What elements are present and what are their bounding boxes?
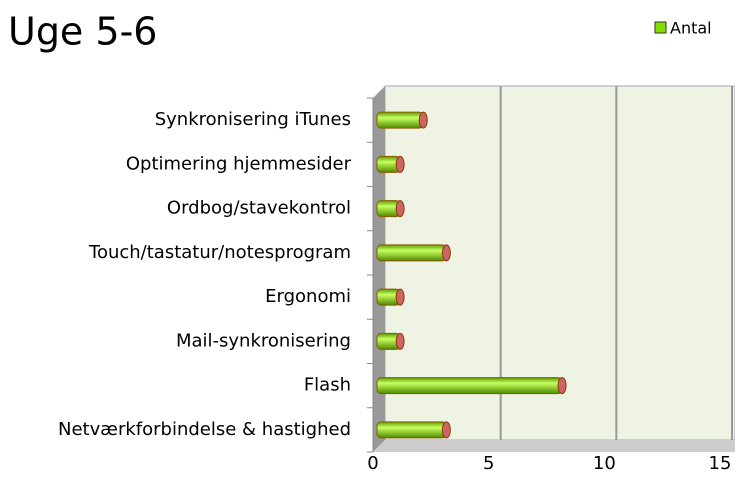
y-tick-label: Synkronisering iTunes [155,109,351,130]
bar-body [376,421,447,439]
bar-cap [557,377,567,395]
legend-swatch [654,21,667,34]
bar [376,200,405,218]
bar [376,421,451,439]
bar-cap [395,200,405,218]
y-tick-label: Optimering hjemmesider [126,153,352,174]
legend-label: Antal [670,19,712,38]
y-tick-label: Touch/tastatur/notesprogram [88,242,351,263]
x-tick-label: 5 [483,453,494,474]
y-tick-label: Mail-synkronisering [176,330,351,351]
y-tick-label: Netværkforbindelse & hastighed [58,419,351,440]
bar-cap [441,244,451,262]
floor [373,440,735,452]
bar [376,377,567,395]
x-tick-label: 0 [367,453,378,474]
bar-cap [395,332,405,350]
y-tick-label: Ordbog/stavekontrol [167,198,351,219]
bar-body [376,244,447,262]
bar [376,332,405,350]
bar-cap [441,421,451,439]
side-wall [373,86,385,452]
bar-body [376,111,424,129]
x-tick-label: 15 [709,453,732,474]
bar [376,155,405,173]
y-tick-label: Flash [304,375,351,396]
bar-body [376,377,563,395]
chart-title: Uge 5-6 [8,10,157,54]
bar [376,111,428,129]
bar-cap [395,155,405,173]
bar [376,244,451,262]
bar-cap [418,111,428,129]
y-tick-label: Ergonomi [265,286,351,307]
bar-cap [395,288,405,306]
x-tick-label: 10 [593,453,616,474]
bar [376,288,405,306]
